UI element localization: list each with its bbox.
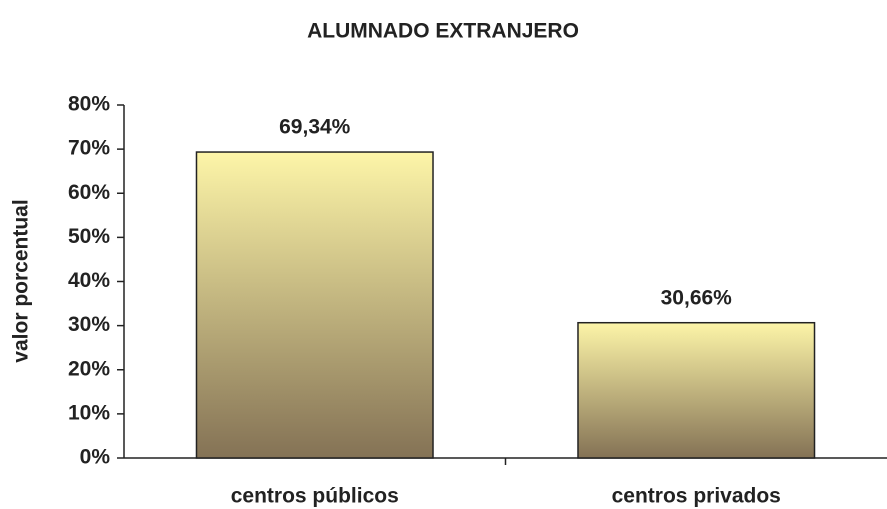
value-label: 69,34%	[279, 116, 351, 139]
chart-title: ALUMNADO EXTRANJERO	[307, 20, 579, 43]
y-tick-label: 50%	[68, 225, 110, 248]
y-tick-label: 60%	[68, 181, 110, 204]
value-label: 30,66%	[661, 286, 733, 309]
y-axis-label: valor porcentual	[10, 199, 33, 362]
y-tick-label: 0%	[80, 446, 111, 469]
x-tick-label: centros privados	[612, 485, 781, 508]
y-tick-label: 70%	[68, 137, 110, 160]
y-tick-label: 10%	[68, 401, 110, 424]
y-tick-label: 80%	[68, 93, 110, 116]
bar	[195, 151, 434, 459]
x-tick-label: centros públicos	[231, 485, 399, 508]
y-tick-label: 30%	[68, 313, 110, 336]
y-tick-label: 20%	[68, 357, 110, 380]
y-tick-label: 40%	[68, 269, 110, 292]
bar	[577, 321, 816, 459]
